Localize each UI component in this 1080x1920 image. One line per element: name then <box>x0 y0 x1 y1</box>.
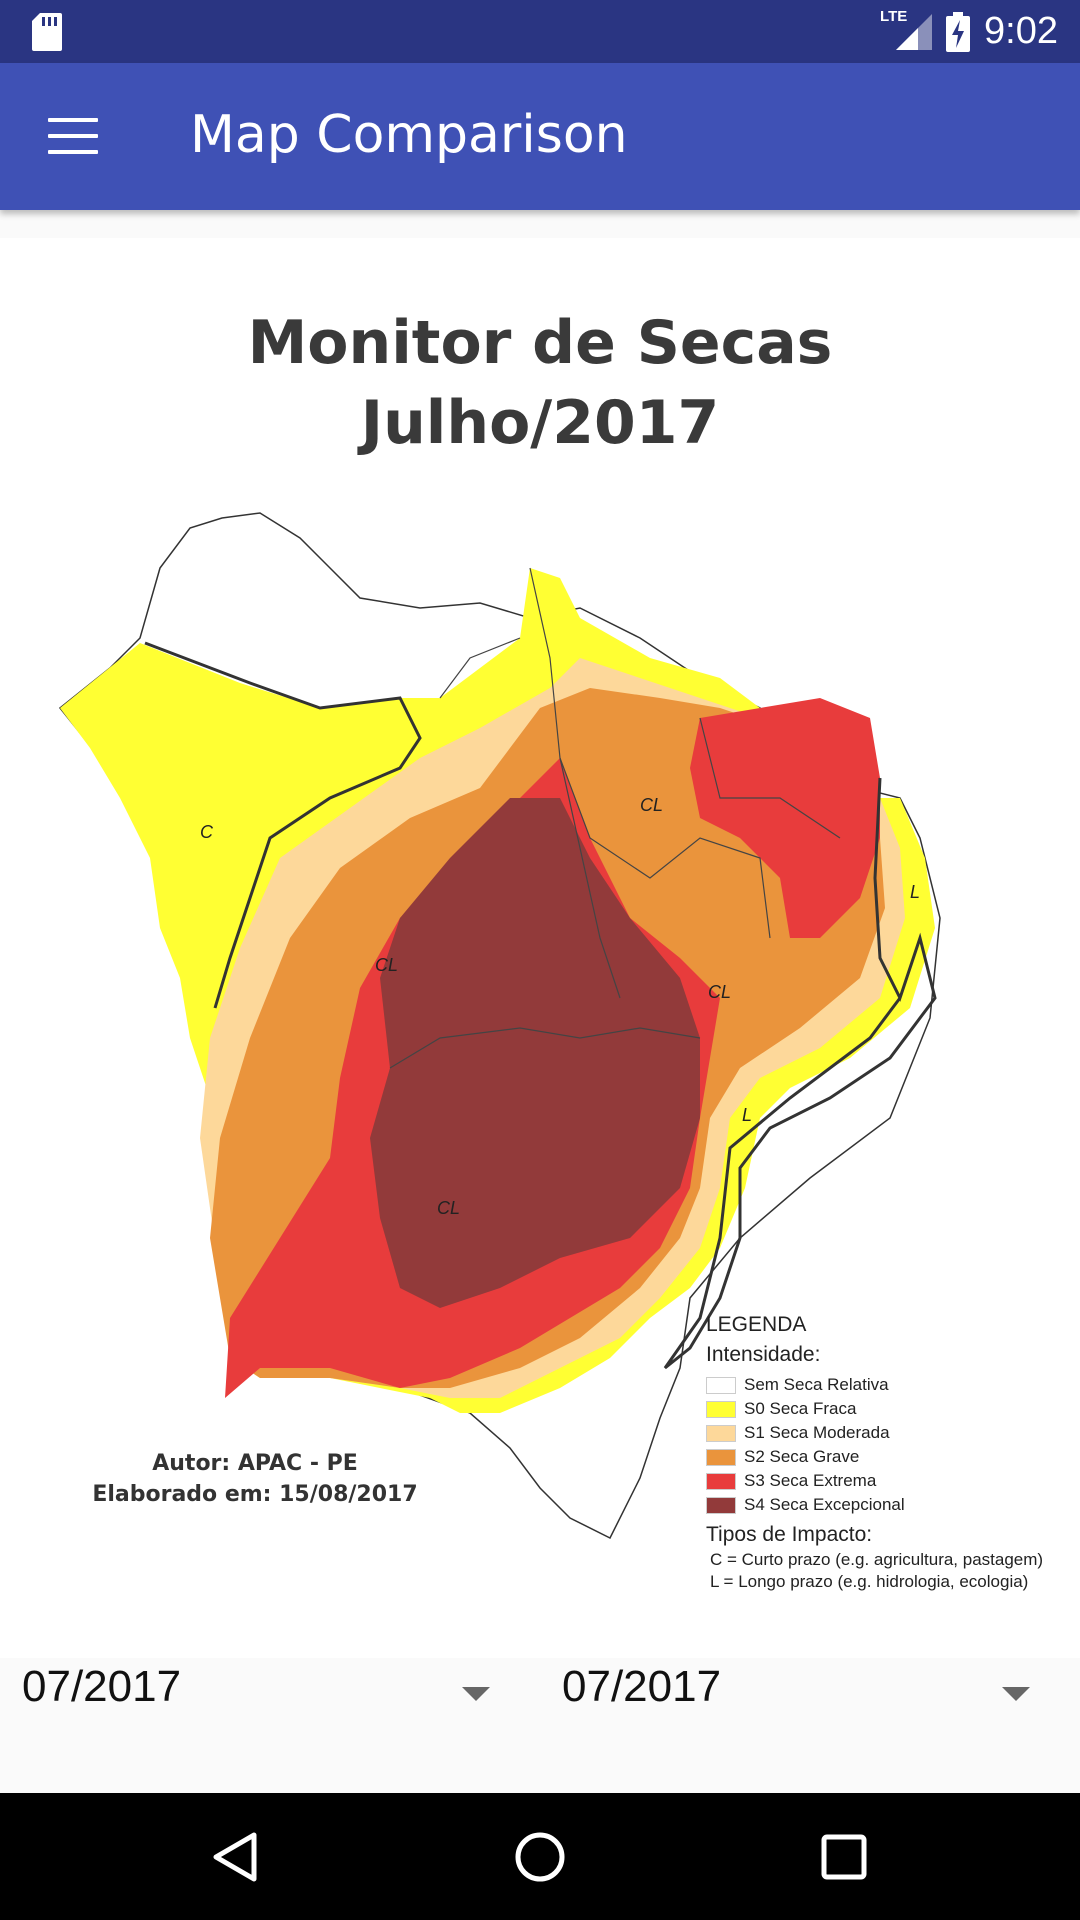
drought-map-image: Monitor de Secas Julho/2017 C <box>0 238 1080 1658</box>
map-author: Autor: APAC - PE <box>152 1451 358 1476</box>
legend-swatch <box>706 1472 736 1490</box>
impact-boundary-l <box>663 777 937 1370</box>
region-label: CL <box>437 1198 460 1218</box>
main-content: Monitor de Secas Julho/2017 C <box>0 210 1080 1793</box>
legend-swatch <box>706 1376 736 1394</box>
zone-s4 <box>370 798 700 1308</box>
legend-swatch <box>706 1448 736 1466</box>
map-title: Monitor de Secas <box>247 308 833 378</box>
home-icon[interactable] <box>514 1831 566 1883</box>
region-label: L <box>742 1105 752 1125</box>
drought-map: C CL CL CL CL L L <box>58 512 941 1540</box>
signal-icon: LTE <box>880 0 933 63</box>
clock: 9:02 <box>984 10 1058 52</box>
map-legend: LEGENDA Intensidade: Sem Seca Relativa S… <box>706 1313 1043 1593</box>
left-month-spinner[interactable]: 07/2017 <box>0 1640 500 1740</box>
legend-item: Sem Seca Relativa <box>706 1373 1043 1397</box>
dropdown-arrow-icon <box>462 1687 490 1701</box>
battery-charging-icon <box>946 11 971 52</box>
right-month-spinner[interactable]: 07/2017 <box>540 1640 1040 1740</box>
network-type-label: LTE <box>880 8 908 25</box>
legend-item: S2 Seca Grave <box>706 1445 1043 1469</box>
legend-item: S0 Seca Fraca <box>706 1397 1043 1421</box>
legend-item: S3 Seca Extrema <box>706 1469 1043 1493</box>
recents-icon[interactable] <box>820 1833 868 1881</box>
right-month-value: 07/2017 <box>562 1662 722 1711</box>
legend-swatch <box>706 1400 736 1418</box>
legend-impact-short: C = Curto prazo (e.g. agricultura, pasta… <box>710 1550 1044 1569</box>
legend-heading: LEGENDA <box>706 1313 807 1336</box>
legend-swatch <box>706 1496 736 1514</box>
legend-intensity-heading: Intensidade: <box>706 1343 821 1366</box>
sd-card-icon <box>32 13 62 51</box>
menu-icon[interactable] <box>48 118 98 154</box>
status-bar: LTE 9:02 <box>0 0 1080 63</box>
region-label: C <box>200 822 214 842</box>
left-month-value: 07/2017 <box>22 1662 182 1711</box>
region-label: CL <box>640 795 663 815</box>
map-subtitle: Julho/2017 <box>360 388 720 458</box>
region-label: L <box>910 882 920 902</box>
region-label: CL <box>708 982 731 1002</box>
app-bar: Map Comparison <box>0 63 1080 210</box>
legend-impact-long: L = Longo prazo (e.g. hidrologia, ecolog… <box>710 1572 1029 1591</box>
back-icon[interactable] <box>210 1831 260 1883</box>
dropdown-arrow-icon <box>1002 1687 1030 1701</box>
page-title: Map Comparison <box>190 105 628 165</box>
region-label: CL <box>375 955 398 975</box>
legend-item: S1 Seca Moderada <box>706 1421 1043 1445</box>
legend-impact-heading: Tipos de Impacto: <box>706 1523 873 1546</box>
impact-boundary-c <box>144 641 422 1009</box>
map-date: Elaborado em: 15/08/2017 <box>92 1482 418 1507</box>
navigation-bar <box>0 1793 1080 1920</box>
legend-item: S4 Seca Excepcional <box>706 1493 1043 1517</box>
legend-swatch <box>706 1424 736 1442</box>
